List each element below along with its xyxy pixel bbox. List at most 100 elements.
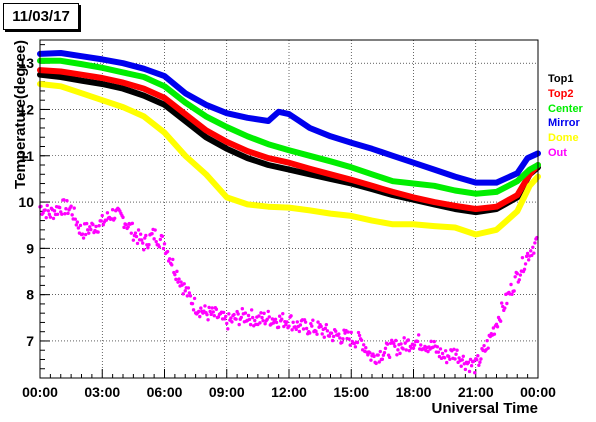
series-point-out <box>129 231 133 235</box>
series-point-out <box>187 291 192 295</box>
series-point-out <box>273 317 278 321</box>
series-point-out <box>531 245 535 249</box>
series-point-out <box>530 253 534 258</box>
series-point-out <box>324 322 329 327</box>
series-point-out <box>467 369 472 374</box>
series-point-out <box>471 359 476 363</box>
series-point-out <box>208 309 212 314</box>
series-point-out <box>207 305 211 310</box>
series-point-out <box>452 347 456 352</box>
series-point-out <box>298 323 303 327</box>
series-point-out <box>162 242 167 246</box>
series-point-out <box>337 332 341 336</box>
legend-item-top2: Top2 <box>548 87 574 100</box>
series-point-out <box>170 263 174 267</box>
series-point-out <box>304 326 309 331</box>
series-point-out <box>522 267 527 271</box>
legend-item-top1: Top1 <box>548 73 574 85</box>
series-point-out <box>525 251 530 256</box>
series-point-out <box>498 319 503 323</box>
series-point-out <box>227 312 231 316</box>
series-point-out <box>60 212 64 216</box>
series-point-out <box>319 324 323 329</box>
series-point-out <box>392 341 396 346</box>
series-point-out <box>533 241 537 245</box>
series-point-out <box>411 346 416 350</box>
x-tick-label: 09:00 <box>209 384 245 400</box>
series-point-out <box>503 306 507 310</box>
series-point-out <box>276 325 281 329</box>
series-point-out <box>81 236 86 240</box>
series-point-out <box>209 312 213 317</box>
y-tick-label: 11 <box>19 148 34 164</box>
series-point-out <box>173 272 177 277</box>
series-point-out <box>518 273 523 277</box>
series-line-top2 <box>37 67 541 212</box>
series-point-out <box>482 343 486 348</box>
x-tick-label: 00:00 <box>520 384 556 400</box>
series-point-out <box>377 360 381 364</box>
series-point-out <box>152 237 156 241</box>
series-point-out <box>147 242 151 247</box>
series-point-out <box>353 345 358 349</box>
series-point-out <box>315 332 319 336</box>
series-point-out <box>43 208 47 212</box>
series-point-out <box>150 232 154 236</box>
series-point-out <box>297 329 302 334</box>
x-axis-label: Universal Time <box>432 400 538 417</box>
series-point-out <box>407 348 412 353</box>
series-point-out <box>160 234 165 239</box>
series-point-out <box>257 314 261 318</box>
series-point-out <box>113 216 117 220</box>
series-point-out <box>101 223 105 227</box>
series-point-out <box>138 232 143 236</box>
series-point-out <box>239 315 243 320</box>
series-point-out <box>419 343 423 347</box>
series-point-out <box>130 221 135 226</box>
series-point-out <box>285 320 289 324</box>
series-point-out <box>291 320 295 325</box>
legend-item-out: Out <box>548 146 567 159</box>
series-point-out <box>473 371 477 375</box>
series-point-out <box>136 228 141 232</box>
series-point-out <box>416 333 421 337</box>
series-point-out <box>448 357 452 362</box>
series-point-out <box>230 320 234 324</box>
series-point-out <box>183 289 187 293</box>
series-point-out <box>124 223 128 227</box>
series-point-out <box>491 326 496 330</box>
series-point-out <box>122 225 126 230</box>
series-point-out <box>181 292 185 296</box>
series-point-out <box>295 320 299 324</box>
series-point-out <box>322 335 326 339</box>
series-point-out <box>376 353 380 357</box>
series-point-out <box>274 320 279 325</box>
series-point-out <box>432 339 436 344</box>
series-point-out <box>524 254 529 259</box>
series-point-out <box>74 223 79 227</box>
y-tick-label: 8 <box>26 287 34 303</box>
series-point-out <box>453 357 457 361</box>
series-point-out <box>526 258 531 262</box>
series-point-out <box>398 351 402 356</box>
series-point-out <box>311 318 315 322</box>
series-point-out <box>510 292 514 296</box>
series-point-out <box>94 224 98 229</box>
series-point-out <box>139 238 144 242</box>
series-point-out <box>532 251 536 255</box>
series-point-out <box>333 329 338 333</box>
legend-item-dome: Dome <box>548 132 579 145</box>
series-point-out <box>301 327 306 331</box>
series-point-out <box>314 329 318 334</box>
series-point-out <box>280 317 284 321</box>
series-point-out <box>287 324 291 328</box>
x-tick-label: 12:00 <box>271 384 307 400</box>
series-point-out <box>179 280 183 284</box>
series-point-out <box>520 255 525 260</box>
y-tick-label: 9 <box>26 240 34 256</box>
series-point-out <box>364 346 368 350</box>
series-point-out <box>80 232 85 236</box>
series-point-out <box>100 213 104 218</box>
series-point-out <box>186 286 191 290</box>
series-point-out <box>97 224 101 228</box>
